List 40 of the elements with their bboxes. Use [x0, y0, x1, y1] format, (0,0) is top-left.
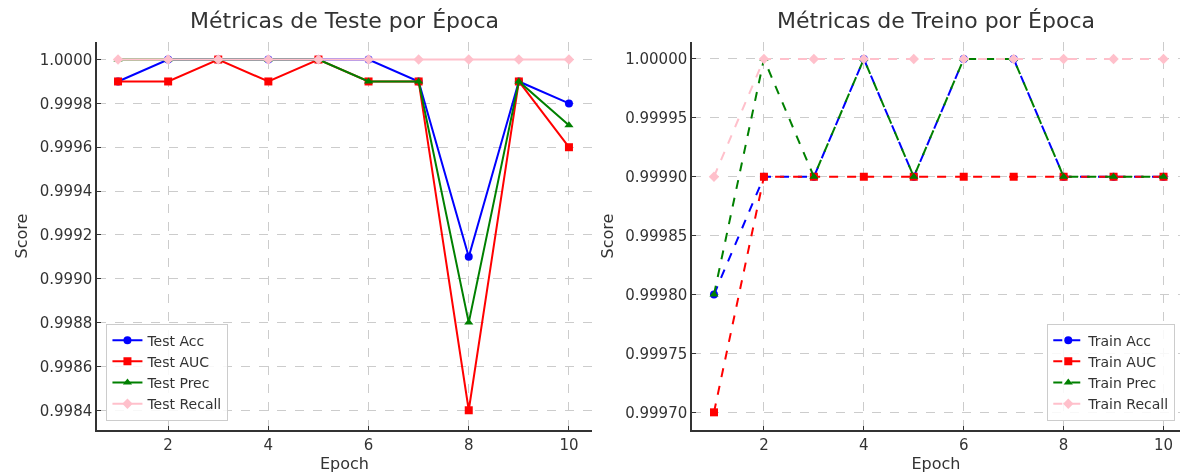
legend-label: Test Prec	[146, 375, 210, 391]
y-tick-label: 0.9998	[39, 94, 93, 113]
y-tick-label: 0.9996	[39, 138, 93, 157]
x-tick-label: 4	[263, 435, 274, 454]
y-tick-label: 1.0000	[39, 50, 93, 69]
y-tick-label: 0.99970	[625, 403, 688, 422]
y-axis-title: Score	[12, 213, 32, 259]
legend-label: Test AUC	[146, 353, 210, 370]
legend-label: Train Prec	[1087, 375, 1157, 391]
y-axis-title: Score	[597, 213, 617, 259]
legend-label: Test Recall	[146, 396, 222, 413]
y-tick-label: 0.9984	[39, 401, 93, 420]
x-tick-label: 2	[759, 435, 769, 454]
legend-label: Train Recall	[1087, 396, 1169, 413]
y-tick-label: 0.99985	[625, 226, 688, 245]
y-tick-label: 0.9994	[39, 182, 93, 201]
y-tick-label: 1.00000	[625, 50, 688, 69]
legend-label: Train Acc	[1087, 332, 1152, 349]
y-tick-label: 0.99990	[625, 168, 688, 186]
x-tick-label: 8	[463, 435, 474, 454]
legend-label: Test Acc	[146, 332, 205, 349]
x-tick-label: 6	[363, 435, 374, 454]
x-axis-title: Epoch	[320, 454, 369, 473]
x-tick-label: 6	[958, 435, 969, 454]
chart-title: Métricas de Treino por Época	[777, 8, 1096, 33]
y-tick-label: 0.9988	[39, 313, 93, 332]
y-tick-label: 0.99995	[625, 109, 688, 128]
x-axis-title: Epoch	[911, 454, 961, 473]
x-tick-label: 10	[559, 435, 579, 454]
y-tick-label: 0.9992	[39, 226, 93, 245]
legend-label: Train AUC	[1087, 353, 1157, 370]
y-tick-label: 0.9990	[39, 270, 93, 288]
chart-title: Métricas de Teste por Época	[190, 8, 500, 33]
y-tick-label: 0.99975	[625, 344, 688, 363]
y-tick-label: 0.99980	[625, 285, 688, 304]
x-tick-label: 10	[1153, 435, 1174, 454]
x-tick-label: 4	[859, 435, 869, 454]
x-tick-label: 2	[163, 435, 173, 454]
x-tick-label: 8	[1058, 435, 1069, 454]
y-tick-label: 0.9986	[39, 357, 93, 376]
